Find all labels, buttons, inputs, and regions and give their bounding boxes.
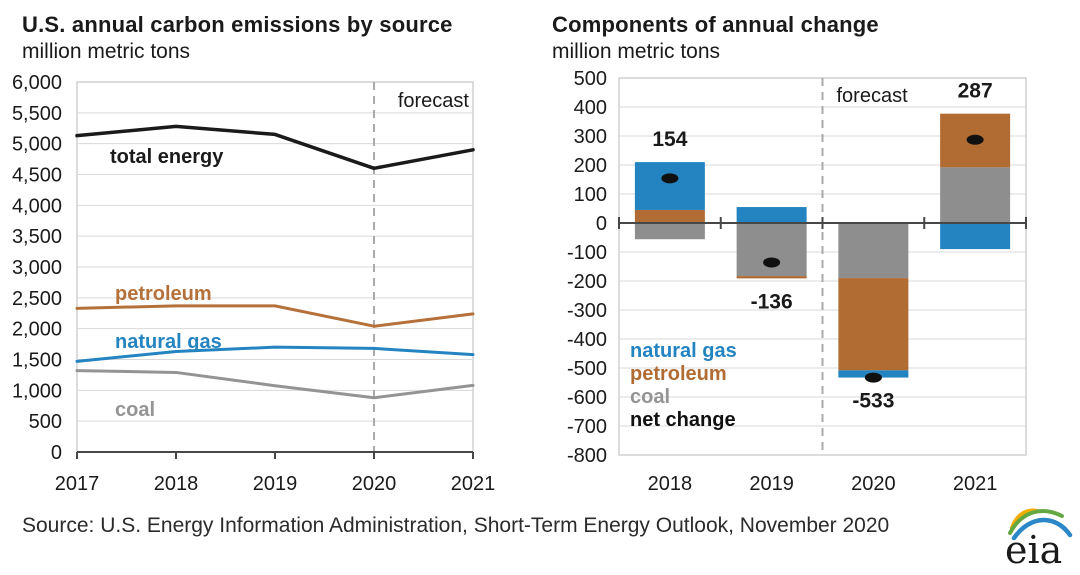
x-tick-label: 2021 xyxy=(451,473,496,495)
y-tick-label: -300 xyxy=(567,300,607,322)
y-tick-label: -800 xyxy=(567,445,607,467)
left-chart-title: U.S. annual carbon emissions by source xyxy=(22,12,453,37)
bar-segment-petroleum-2020 xyxy=(838,278,909,371)
eia-logo: eia xyxy=(1005,508,1073,570)
y-tick-label: 1,000 xyxy=(12,380,62,402)
emissions-by-source-line-chart: forecast total energy petroleum natural gas… xyxy=(12,72,496,495)
series-label-petroleum: petroleum xyxy=(115,283,212,305)
series-line-total-energy xyxy=(75,124,475,171)
bar-segment-coal-2021 xyxy=(940,167,1011,223)
net-change-label-2021: 287 xyxy=(958,80,993,103)
net-change-dot-2020 xyxy=(864,372,882,383)
series-label-natural-gas: natural gas xyxy=(115,331,222,353)
bar-segment-natural-gas-2019 xyxy=(736,207,807,223)
logo-text: eia xyxy=(1005,528,1062,570)
y-tick-label: -700 xyxy=(567,416,607,438)
x-tick-label: 2020 xyxy=(851,473,896,495)
x-tick-label: 2020 xyxy=(352,473,397,495)
series-label-coal: coal xyxy=(115,399,155,421)
x-tick-label: 2019 xyxy=(749,473,794,495)
legend-item-natural-gas: natural gas xyxy=(630,340,737,362)
x-tick-label: 2018 xyxy=(154,473,199,495)
logo-green-arc-icon xyxy=(1008,509,1064,535)
bar-segment-coal-2018 xyxy=(634,223,705,240)
bar-segment-petroleum-2018 xyxy=(634,209,705,223)
bar-segment-petroleum-2019 xyxy=(736,276,807,279)
source-text: Source: U.S. Energy Information Administ… xyxy=(22,514,890,537)
y-tick-label: 2,500 xyxy=(12,288,62,310)
left-chart-subtitle: million metric tons xyxy=(22,40,191,63)
net-change-label-2020: -533 xyxy=(852,390,894,413)
y-tick-label: 4,000 xyxy=(12,195,62,217)
bar-segment-natural-gas-2021 xyxy=(940,223,1011,250)
right-chart-title: Components of annual change xyxy=(552,12,879,37)
y-tick-label: -100 xyxy=(567,242,607,264)
y-tick-label: 5,000 xyxy=(12,134,62,156)
series-label-total-energy: total energy xyxy=(110,146,224,168)
logo-blue-arc-icon xyxy=(1011,517,1073,541)
y-tick-label: -500 xyxy=(567,358,607,380)
net-change-label-2019: -136 xyxy=(751,290,793,313)
series-line-natural-gas xyxy=(75,345,475,363)
y-tick-label: 400 xyxy=(574,97,607,119)
right-chart-subtitle: million metric tons xyxy=(552,40,721,63)
legend-item-net-change: net change xyxy=(630,409,736,431)
bar-segment-coal-2020 xyxy=(838,223,909,279)
y-tick-label: 0 xyxy=(596,213,607,235)
net-change-dot-2021 xyxy=(966,134,984,145)
legend-item-petroleum: petroleum xyxy=(630,363,727,385)
y-tick-label: 3,500 xyxy=(12,226,62,248)
y-tick-label: -600 xyxy=(567,387,607,409)
y-tick-label: 300 xyxy=(574,126,607,148)
forecast-label: forecast xyxy=(837,85,909,107)
y-tick-label: 3,000 xyxy=(12,257,62,279)
y-tick-label: 200 xyxy=(574,155,607,177)
legend-item-coal: coal xyxy=(630,386,670,408)
x-tick-label: 2021 xyxy=(953,473,998,495)
y-tick-label: 4,500 xyxy=(12,165,62,187)
bar-segment-coal-2019 xyxy=(736,223,807,277)
series-line-coal xyxy=(75,369,475,400)
y-tick-label: 500 xyxy=(574,68,607,90)
y-tick-label: 100 xyxy=(574,184,607,206)
series-line-petroleum xyxy=(75,304,475,328)
annual-change-stacked-bar-chart: forecast 154 -136 -533 287 500 400 300 200 100 0 -1… xyxy=(567,68,1027,495)
net-change-dot-2019 xyxy=(763,257,781,268)
y-tick-label: -200 xyxy=(567,271,607,293)
y-tick-label: 5,500 xyxy=(12,103,62,125)
net-change-label-2018: 154 xyxy=(652,128,687,151)
forecast-label: forecast xyxy=(398,90,470,112)
x-tick-label: 2017 xyxy=(55,473,100,495)
y-tick-label: 500 xyxy=(29,411,62,433)
y-tick-label: 1,500 xyxy=(12,350,62,372)
y-tick-label: 2,000 xyxy=(12,319,62,341)
y-tick-label: 0 xyxy=(51,442,62,464)
net-change-dot-2018 xyxy=(661,173,679,184)
y-tick-label: 6,000 xyxy=(12,72,62,94)
x-tick-label: 2019 xyxy=(253,473,298,495)
x-tick-label: 2018 xyxy=(648,473,693,495)
y-tick-label: -400 xyxy=(567,329,607,351)
bar-segment-natural-gas-2018 xyxy=(634,162,705,210)
